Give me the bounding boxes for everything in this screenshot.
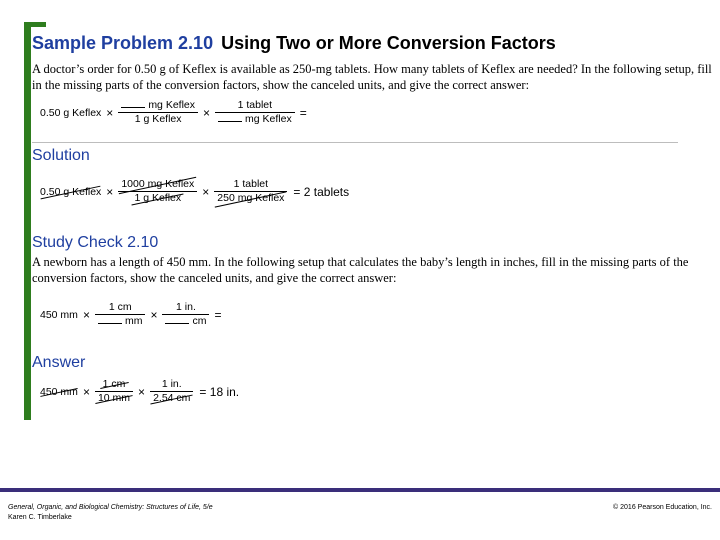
answer-result: = 18 in. [199,384,240,399]
answer-factor-2: 1 in. 2.54 cm [150,378,194,405]
study-check-factor-1: 1 cm mm [94,301,146,328]
times-sign: × [202,184,210,199]
problem-f2-den: mg Keflex [245,113,292,125]
green-bracket [24,22,31,420]
green-bracket-top [24,22,46,27]
problem-text: A doctor’s order for 0.50 g of Keflex is… [32,62,712,92]
problem-f1-num: mg Keflex [148,99,195,111]
slide-title: Sample Problem 2.10 Using Two or More Con… [32,33,556,54]
solution-f1-num: 1000 mg Keflex [118,178,197,191]
footer-bar [0,488,720,492]
problem-f2-num: 1 tablet [237,99,273,111]
answer-heading: Answer [32,354,86,371]
times-sign: × [82,307,90,322]
footer-copyright: © 2016 Pearson Education, Inc. [613,504,712,511]
times-sign: × [106,184,114,199]
study-check-equation: 450 mm × 1 cm mm × 1 in. cm = [40,301,226,328]
blank [121,99,146,108]
footer-book-title: General, Organic, and Biological Chemist… [8,504,213,511]
solution-f2-den: 250 mg Keflex [214,192,287,205]
study-check-factor-2: 1 in. cm [162,301,210,328]
study-check-equals: = [214,307,222,322]
study-check-heading: Study Check 2.10 [32,234,159,251]
answer-f1-den: 10 mm [95,392,133,405]
answer-f1-num: 1 cm [100,378,129,391]
solution-equation: 0.50 g Keflex × 1000 mg Keflex 1 g Kefle… [40,178,354,205]
study-check-f2-den: cm [192,315,207,327]
blank [165,315,190,324]
problem-factor-1: mg Keflex 1 g Keflex [118,99,198,126]
study-check-f2-num: 1 in. [176,301,196,313]
answer-factor-1: 1 cm 10 mm [94,378,134,405]
problem-given: 0.50 g Keflex [40,106,102,119]
times-sign: × [82,384,90,399]
times-sign: × [150,307,158,322]
solution-f2-num: 1 tablet [233,178,269,190]
solution-f1-den: 1 g Keflex [131,192,184,205]
title-subtitle: Using Two or More Conversion Factors [221,33,556,53]
times-sign: × [138,384,146,399]
times-sign: × [106,105,114,120]
study-check-f1-num: 1 cm [108,301,132,313]
solution-factor-1: 1000 mg Keflex 1 g Keflex [118,178,198,205]
study-check-text: A newborn has a length of 450 mm. In the… [32,255,689,285]
title-label: Sample Problem 2.10 [32,33,214,53]
divider [32,142,678,143]
problem-f1-den: 1 g Keflex [134,113,182,125]
solution-result: = 2 tablets [293,184,350,199]
answer-f2-den: 2.54 cm [150,392,193,405]
times-sign: × [203,105,211,120]
blank [218,113,243,122]
problem-equation: 0.50 g Keflex × mg Keflex 1 g Keflex × 1… [40,99,312,126]
solution-factor-2: 1 tablet 250 mg Keflex [214,178,288,205]
problem-equals: = [299,105,307,120]
study-check-given: 450 mm [40,308,78,321]
problem-factor-2: 1 tablet mg Keflex [215,99,295,126]
solution-given: 0.50 g Keflex [40,185,102,198]
footer-author: Karen C. Timberlake [8,514,72,521]
study-check-f1-den: mm [124,315,143,327]
solution-heading: Solution [32,147,90,164]
answer-given: 450 mm [40,385,78,398]
answer-equation: 450 mm × 1 cm 10 mm × 1 in. 2.54 cm = 18… [40,378,244,405]
answer-f2-num: 1 in. [161,378,182,390]
blank [97,315,122,324]
